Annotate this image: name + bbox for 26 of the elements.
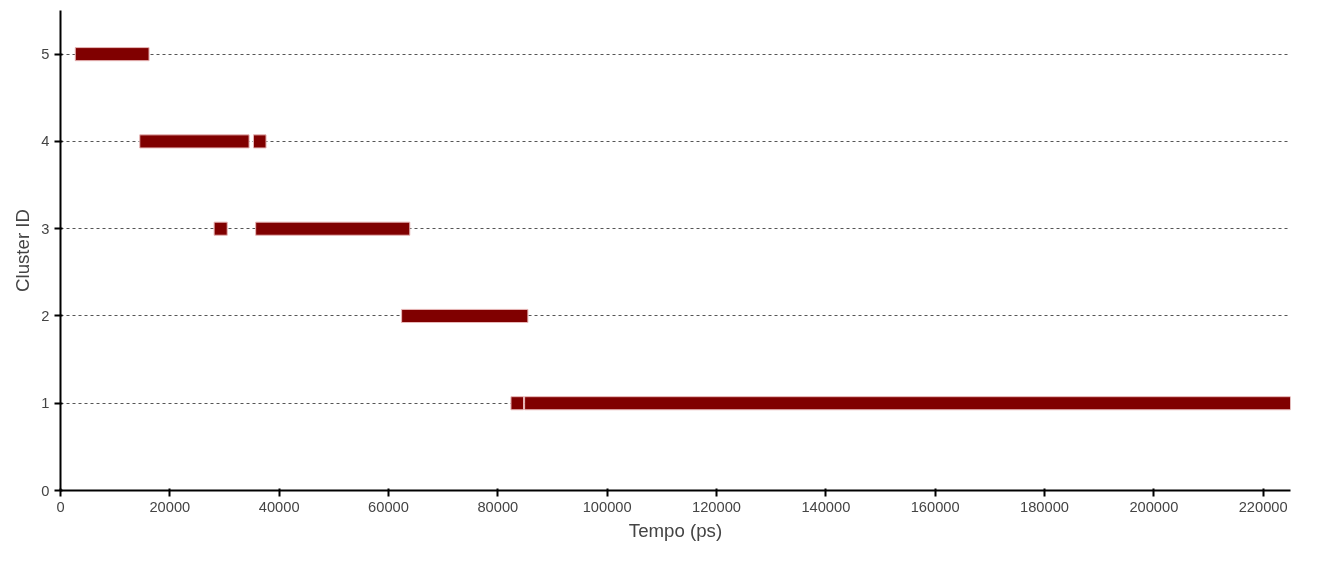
bar [213, 221, 228, 236]
x-tick-label: 140000 [801, 498, 851, 515]
x-tick-label: 0 [56, 498, 65, 515]
x-tick-label: 180000 [1020, 498, 1069, 515]
y-tick-label: 5 [41, 46, 50, 63]
bar [74, 47, 150, 62]
x-tick-label: 40000 [258, 498, 300, 515]
x-axis-title: Tempo (ps) [628, 519, 723, 541]
x-tick-label: 80000 [477, 498, 519, 515]
y-tick-label: 4 [41, 133, 50, 150]
x-tick-label: 20000 [149, 498, 191, 515]
y-tick-label: 0 [41, 482, 50, 499]
y-axis-title: Cluster ID [12, 209, 34, 292]
x-tick-label: 220000 [1238, 498, 1288, 515]
bar [255, 221, 411, 236]
y-tick-label: 2 [41, 307, 50, 324]
x-tick-label: 160000 [910, 498, 960, 515]
x-tick-label: 100000 [582, 498, 632, 515]
x-tick-label: 60000 [368, 498, 409, 515]
bar [252, 134, 267, 149]
y-tick-label: 3 [41, 220, 50, 237]
bar [139, 134, 250, 149]
bar [401, 308, 529, 323]
x-tick-label: 200000 [1129, 498, 1179, 515]
y-tick-label: 1 [41, 395, 50, 412]
x-tick-label: 120000 [692, 498, 741, 515]
